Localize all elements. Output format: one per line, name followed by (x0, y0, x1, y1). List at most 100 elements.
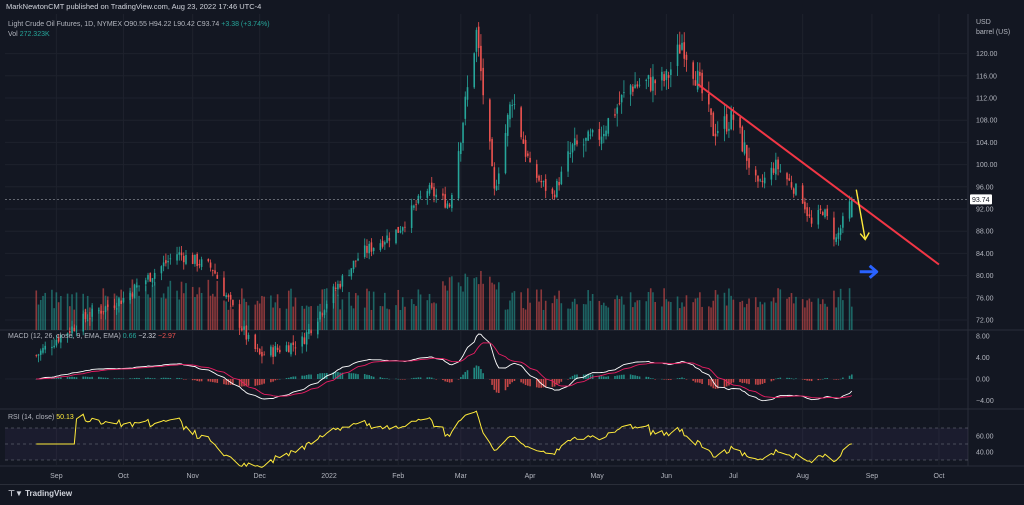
volume-bar (842, 300, 844, 330)
macd-histogram-bar (404, 379, 406, 380)
macd-histogram-bar (636, 375, 639, 379)
volume-value: 272.323K (19, 31, 50, 38)
macd-histogram-bar (386, 378, 388, 379)
macd-histogram-bar (728, 379, 730, 386)
macd-legend[interactable]: MACD (12, 26, close, 9, EMA, EMA) 0.66 −… (8, 333, 176, 340)
macd-histogram-bar (710, 379, 712, 387)
volume-bar (395, 305, 397, 330)
volume-bar (384, 292, 386, 330)
volume-bar (826, 306, 829, 330)
macd-histogram-bar (276, 379, 279, 380)
macd-histogram-bar (788, 377, 791, 379)
candle-body (716, 130, 719, 134)
candle-body (35, 355, 38, 357)
macd-histogram-bar (475, 365, 478, 379)
volume-bar (544, 300, 547, 330)
rsi-label: RSI (14, close) (8, 414, 55, 421)
macd-histogram-bar (279, 378, 281, 380)
candle-body (676, 44, 679, 67)
macd-histogram-bar (556, 379, 558, 385)
tradingview-logo[interactable]: ⊤▼ TradingView (8, 489, 72, 498)
volume-bar (701, 306, 703, 330)
macd-histogram-bar (632, 375, 634, 379)
candle-body (808, 214, 811, 217)
macd-histogram-bar (743, 379, 746, 383)
volume-bar (746, 303, 748, 330)
macd-histogram-bar (106, 377, 109, 379)
macd-histogram-bar (381, 377, 384, 379)
macd-histogram-bar (772, 379, 775, 381)
candle-body (241, 328, 243, 331)
macd-histogram-bar (511, 379, 513, 383)
macd-histogram-bar (53, 377, 55, 379)
macd-histogram-bar (725, 379, 728, 387)
grid (0, 14, 1024, 467)
candle-body (699, 71, 701, 76)
volume-bar (75, 292, 78, 330)
volume-legend[interactable]: Vol 272.323K (8, 31, 50, 38)
candle-body (638, 84, 641, 86)
macd-histogram-bar (754, 379, 757, 385)
macd-histogram-bar (567, 379, 569, 380)
macd-histogram-bar (466, 370, 469, 379)
rsi-legend[interactable]: RSI (14, close) 50.13 (8, 414, 74, 421)
candle-body (113, 305, 116, 308)
candle-body (401, 227, 404, 231)
candle-body (245, 325, 248, 340)
candle-body (482, 67, 484, 96)
volume-bar (451, 276, 453, 330)
volume-bar (426, 300, 429, 330)
price-tick-label: 112.00 (976, 96, 997, 103)
volume-bar (185, 283, 187, 330)
volume-bar (227, 309, 230, 330)
volume-bar (448, 277, 451, 330)
candle-body (553, 194, 556, 198)
volume-bar (160, 297, 163, 330)
volume-bar (741, 300, 744, 330)
candle-body (732, 114, 735, 120)
macd-tick-label: −4.00 (976, 398, 994, 405)
candle-body (475, 29, 478, 52)
candle-body (147, 274, 149, 280)
volume-bar (37, 304, 40, 330)
volume-bar (144, 285, 147, 330)
macd-histogram-bar (761, 379, 764, 384)
candle-body (91, 308, 93, 317)
volume-bar (699, 292, 701, 330)
volume-bar (73, 309, 76, 330)
candle-body (701, 72, 703, 94)
macd-histogram-bar (178, 377, 181, 379)
candles (35, 22, 853, 365)
candle-body (419, 196, 422, 198)
series-legend[interactable]: Light Crude Oil Futures, 1D, NYMEX O90.5… (8, 21, 270, 28)
macd-histogram-bar (527, 379, 529, 386)
macd-histogram-bar (763, 379, 766, 383)
candle-body (607, 118, 610, 134)
macd-tick-label: 4.00 (976, 355, 990, 362)
candle-body (122, 297, 125, 303)
candle-body (305, 332, 308, 345)
candle-body (384, 242, 386, 245)
volume-bar (710, 307, 712, 330)
ohlc-values: O90.55 H94.22 L90.42 C93.74 (123, 21, 220, 28)
candle-body (84, 312, 87, 320)
macd-histogram-bar (670, 379, 672, 380)
candle-body (37, 354, 40, 356)
volume-bar (165, 298, 167, 330)
candle-body (801, 185, 804, 204)
candle-body (332, 286, 335, 304)
macd-histogram-bar (462, 374, 464, 379)
candle-body (754, 169, 757, 176)
volume-bar (366, 288, 368, 330)
volume-bar (775, 302, 777, 330)
candle-body (728, 128, 730, 131)
candle-body (182, 255, 185, 263)
macd-histogram-bar (243, 379, 245, 387)
price-tick-label: 88.00 (976, 229, 994, 236)
candle-body (571, 144, 574, 153)
volume-bar (587, 290, 589, 330)
macd-histogram-bar (305, 375, 308, 379)
macd-histogram-bar (122, 378, 125, 380)
macd-histogram-bar (120, 378, 122, 380)
